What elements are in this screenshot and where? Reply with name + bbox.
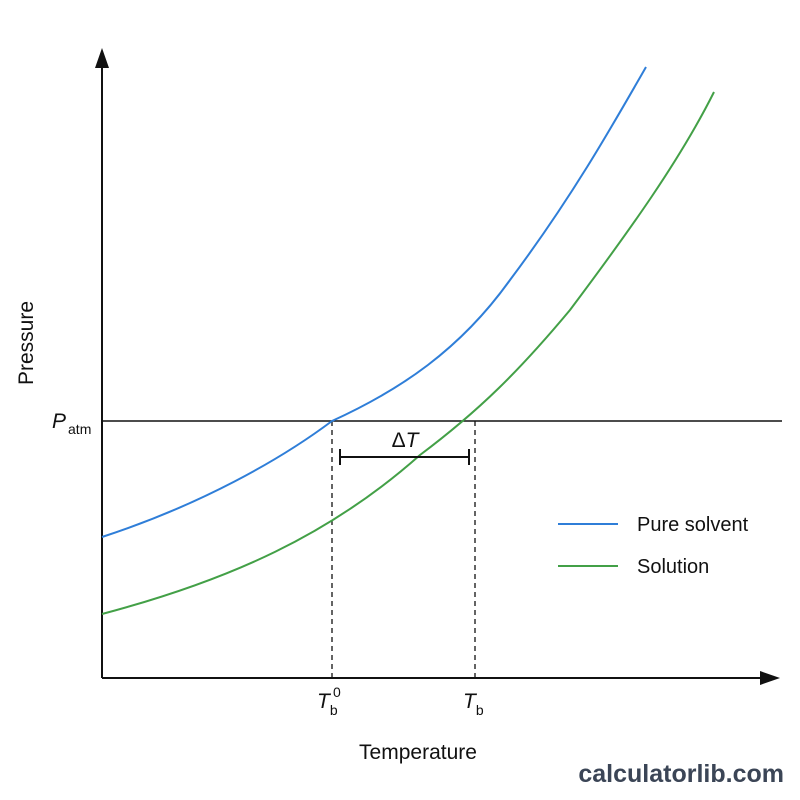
x-axis-arrow-icon	[760, 671, 780, 685]
delta-t-label: ΔT	[392, 429, 421, 452]
x-tick-label-t0b: Tb	[317, 690, 338, 718]
x-tick-label-tb: Tb	[463, 690, 484, 718]
legend-label-solution: Solution	[637, 556, 709, 578]
x-axis-title: Temperature	[359, 741, 477, 764]
legend: Pure solvent Solution	[558, 514, 749, 578]
series-line-pure-solvent	[101, 66, 647, 538]
x-tick-sup-t0b: 0	[333, 684, 341, 700]
watermark: calculatorlib.com	[578, 760, 784, 788]
legend-label-pure-solvent: Pure solvent	[637, 514, 749, 536]
y-axis-arrow-icon	[95, 48, 109, 68]
series-line-solution	[101, 91, 715, 615]
y-axis-title: Pressure	[15, 301, 38, 385]
